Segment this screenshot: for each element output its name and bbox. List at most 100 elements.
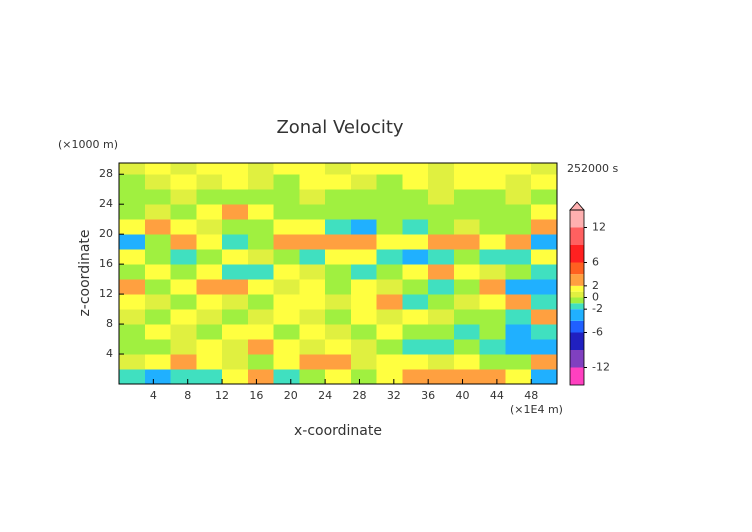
heatmap-cell — [531, 354, 558, 370]
heatmap-cell — [170, 309, 197, 325]
heatmap-cell — [479, 163, 506, 175]
heatmap-cell — [119, 339, 146, 355]
heatmap-cell — [119, 189, 146, 205]
heatmap-cell — [247, 163, 275, 175]
heatmap-cell — [119, 174, 146, 190]
heatmap-cell — [247, 204, 275, 220]
heatmap-cell — [479, 294, 506, 310]
heatmap-cell — [376, 369, 403, 385]
heatmap-cell — [325, 264, 352, 280]
heatmap-cell — [299, 369, 326, 385]
heatmap-cell — [376, 324, 403, 340]
heatmap-cell — [222, 294, 249, 310]
heatmap-cell — [273, 264, 300, 280]
heatmap-cell — [531, 339, 558, 355]
heatmap-cell — [222, 219, 249, 235]
heatmap-cell — [222, 354, 249, 370]
heatmap-cell — [222, 174, 249, 190]
x-unit-label: (×1E4 m) — [510, 403, 563, 416]
y-tick-label: 24 — [99, 197, 113, 210]
heatmap-cell — [222, 309, 249, 325]
colorbar-swatch — [570, 309, 584, 321]
heatmap-cell — [325, 163, 352, 175]
heatmap-cell — [170, 189, 197, 205]
heatmap-cell — [144, 324, 172, 340]
heatmap-cell — [531, 264, 558, 280]
heatmap-cell — [453, 354, 481, 370]
heatmap-cell — [170, 163, 197, 175]
heatmap-cell — [222, 339, 249, 355]
heatmap-cell — [222, 204, 249, 220]
heatmap-cell — [479, 354, 506, 370]
heatmap-cell — [350, 189, 378, 205]
heatmap-cell — [531, 234, 558, 250]
heatmap-cell — [350, 234, 378, 250]
heatmap-cell — [299, 294, 326, 310]
heatmap-cell — [402, 354, 429, 370]
y-tick-label: 8 — [106, 317, 113, 330]
heatmap-cell — [299, 354, 326, 370]
heatmap-cell — [505, 264, 532, 280]
heatmap-cell — [170, 204, 197, 220]
heatmap-cell — [170, 279, 197, 295]
heatmap-cell — [196, 204, 223, 220]
heatmap-cell — [453, 309, 481, 325]
heatmap-cell — [531, 163, 558, 175]
heatmap-cell — [428, 249, 455, 265]
x-tick-label: 4 — [150, 389, 157, 402]
heatmap-cell — [531, 219, 558, 235]
heatmap-cell — [299, 324, 326, 340]
heatmap-cell — [325, 339, 352, 355]
x-tick-label: 24 — [318, 389, 332, 402]
heatmap-cell — [247, 264, 275, 280]
colorbar-swatch — [570, 367, 584, 385]
heatmap-cell — [247, 189, 275, 205]
heatmap-cell — [299, 279, 326, 295]
heatmap-cell — [376, 264, 403, 280]
heatmap-cell — [505, 204, 532, 220]
heatmap-cell — [144, 204, 172, 220]
colorbar-swatch — [570, 285, 584, 292]
heatmap-cell — [376, 189, 403, 205]
heatmap-cell — [144, 369, 172, 385]
heatmap-cell — [144, 294, 172, 310]
heatmap-cell — [119, 204, 146, 220]
heatmap-cell — [170, 339, 197, 355]
heatmap-cell — [196, 174, 223, 190]
heatmap-cell — [350, 249, 378, 265]
heatmap-cell — [428, 369, 455, 385]
heatmap-cell — [222, 279, 249, 295]
heatmap-cell — [428, 189, 455, 205]
heatmap-cell — [325, 369, 352, 385]
heatmap-cell — [453, 279, 481, 295]
heatmap-cell — [531, 294, 558, 310]
heatmap-cell — [402, 264, 429, 280]
heatmap-cell — [247, 234, 275, 250]
heatmap-cell — [196, 264, 223, 280]
heatmap-cell — [505, 339, 532, 355]
x-tick-label: 48 — [524, 389, 538, 402]
heatmap-cell — [299, 174, 326, 190]
heatmap-cell — [170, 249, 197, 265]
x-tick-label: 8 — [184, 389, 191, 402]
heatmap-cell — [505, 189, 532, 205]
heatmap-cell — [505, 234, 532, 250]
heatmap-cell — [428, 324, 455, 340]
heatmap-cell — [453, 189, 481, 205]
heatmap-cell — [428, 174, 455, 190]
heatmap-cell — [325, 219, 352, 235]
heatmap-cell — [402, 204, 429, 220]
heatmap-cell — [428, 279, 455, 295]
heatmap-cell — [350, 369, 378, 385]
x-tick-label: 28 — [352, 389, 366, 402]
heatmap-cell — [531, 174, 558, 190]
heatmap-cell — [119, 279, 146, 295]
heatmap-cell — [299, 163, 326, 175]
heatmap-cell — [119, 294, 146, 310]
heatmap-cell — [531, 204, 558, 220]
colorbar-tick-label: -12 — [592, 361, 610, 374]
heatmap-cell — [144, 174, 172, 190]
heatmap-cell — [196, 309, 223, 325]
heatmap-cell — [402, 174, 429, 190]
